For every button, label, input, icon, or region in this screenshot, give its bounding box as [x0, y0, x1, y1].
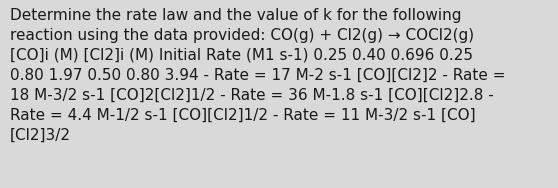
Text: Determine the rate law and the value of k for the following
reaction using the d: Determine the rate law and the value of … — [10, 8, 506, 143]
